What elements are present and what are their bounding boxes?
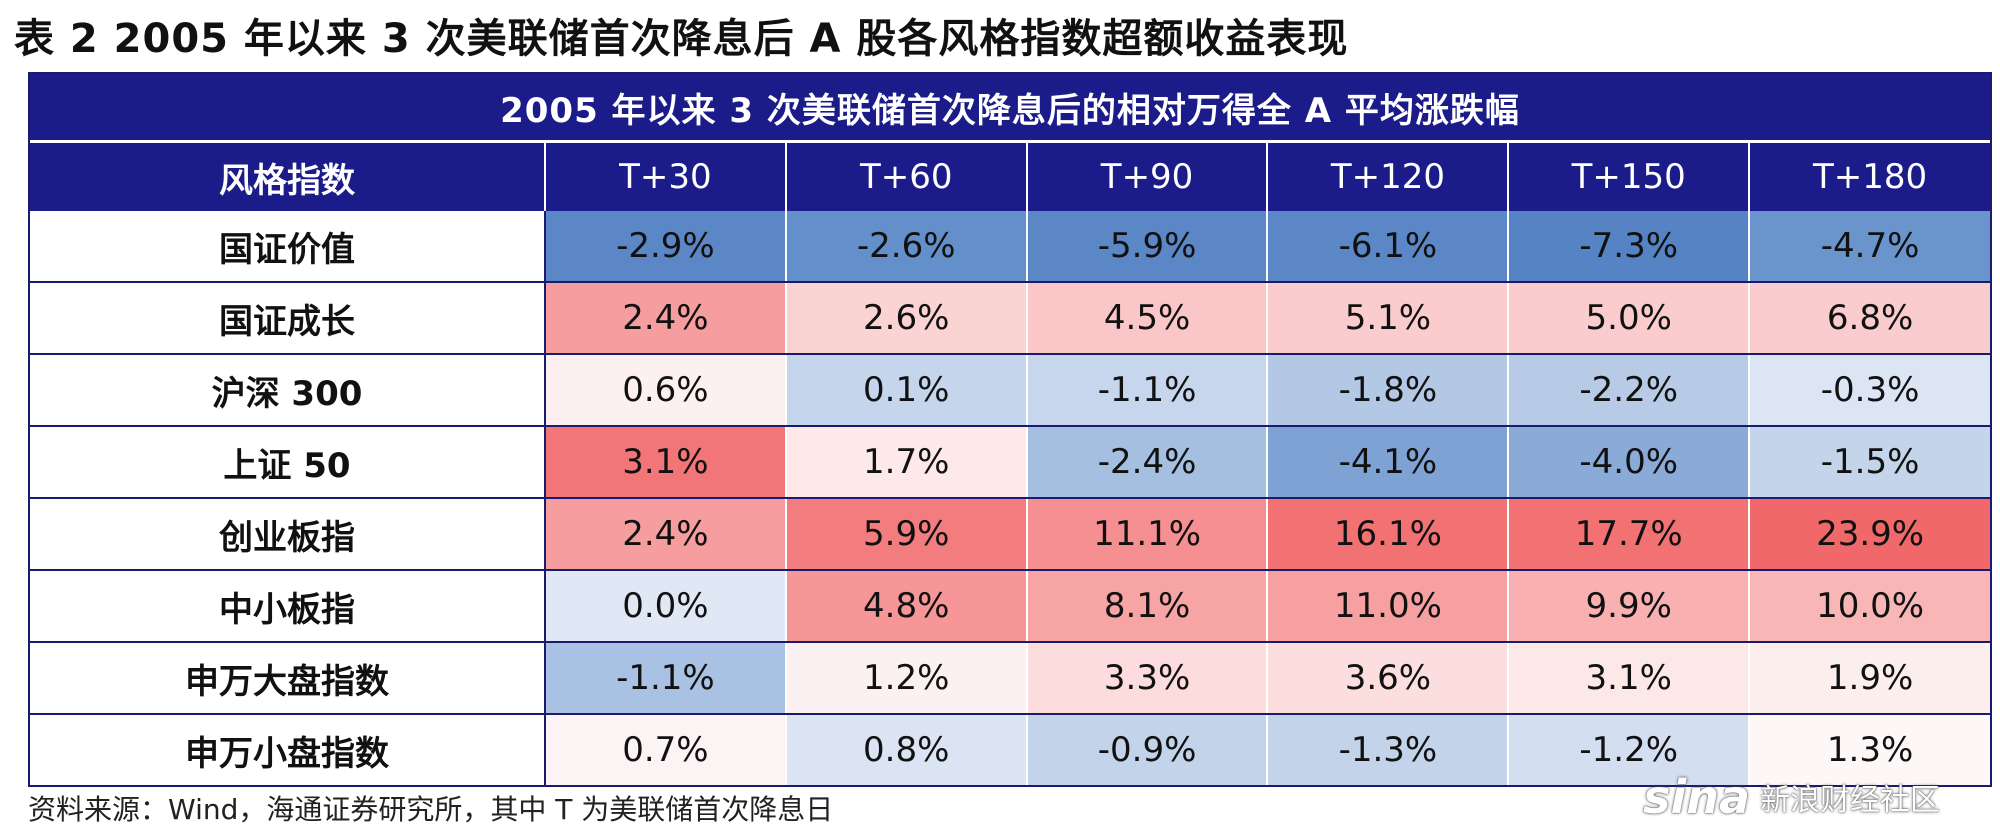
row-label: 上证 50 [30,426,546,499]
table-cell: -2.4% [1026,426,1269,499]
sina-logo: sina [1643,770,1750,824]
table-cell: -1.8% [1267,354,1510,427]
row-label: 沪深 300 [30,354,546,427]
table-banner: 2005 年以来 3 次美联储首次降息后的相对万得全 A 平均涨跌幅 [30,74,1990,143]
table-cell: 3.1% [545,426,787,499]
table-header-row: 风格指数 T+30 T+60 T+90 T+120 T+150 T+180 [30,141,1990,211]
table-cell: 6.8% [1749,282,1990,355]
table-cell: -0.9% [1026,714,1269,785]
returns-table-container: 2005 年以来 3 次美联储首次降息后的相对万得全 A 平均涨跌幅 风格指数 T… [28,72,1992,787]
table-cell: 17.7% [1508,498,1751,571]
table-cell: 3.6% [1267,642,1510,715]
header-style-index: 风格指数 [30,141,546,211]
table-cell: -1.5% [1749,426,1990,499]
table-cell: -2.9% [545,211,787,283]
table-row: 沪深 300 0.6% 0.1% -1.1% -1.8% -2.2% -0.3% [30,354,1990,427]
table-row: 国证价值 -2.9% -2.6% -5.9% -6.1% -7.3% -4.7% [30,211,1990,283]
table-cell: -2.6% [785,211,1028,283]
table-row: 申万大盘指数 -1.1% 1.2% 3.3% 3.6% 3.1% 1.9% [30,642,1990,715]
row-label: 国证成长 [30,282,546,355]
table-cell: 2.4% [545,282,787,355]
table-cell: 5.1% [1267,282,1510,355]
table-cell: 0.0% [545,570,787,643]
table-cell: 5.0% [1508,282,1751,355]
table-cell: 4.8% [785,570,1028,643]
table-cell: 0.6% [545,354,787,427]
header-tplus180: T+180 [1749,141,1990,211]
row-label: 创业板指 [30,498,546,571]
table-cell: 3.3% [1026,642,1269,715]
table-cell: -5.9% [1026,211,1269,283]
table-cell: 0.8% [785,714,1028,785]
table-cell: -4.1% [1267,426,1510,499]
header-tplus120: T+120 [1267,141,1510,211]
table-cell: 3.1% [1508,642,1751,715]
table-cell: -6.1% [1267,211,1510,283]
table-cell: 16.1% [1267,498,1510,571]
table-cell: -7.3% [1508,211,1751,283]
document-title: 表 2 2005 年以来 3 次美联储首次降息后 A 股各风格指数超额收益表现 [14,16,1349,62]
table-cell: -4.0% [1508,426,1751,499]
watermark-text: 新浪财经社区 [1760,783,1940,818]
watermark: sina 新浪财经社区 [1643,770,1940,824]
table-row: 国证成长 2.4% 2.6% 4.5% 5.1% 5.0% 6.8% [30,282,1990,355]
table-cell: 11.0% [1267,570,1510,643]
table-row: 中小板指 0.0% 4.8% 8.1% 11.0% 9.9% 10.0% [30,570,1990,643]
row-label: 国证价值 [30,211,546,283]
table-cell: 5.9% [785,498,1028,571]
table-cell: 1.2% [785,642,1028,715]
table-cell: -4.7% [1749,211,1990,283]
table-cell: 0.7% [545,714,787,785]
row-label: 申万大盘指数 [30,642,546,715]
header-tplus150: T+150 [1508,141,1751,211]
row-label: 申万小盘指数 [30,714,546,785]
table-cell: -1.1% [545,642,787,715]
table-cell: 11.1% [1026,498,1269,571]
table-cell: 1.3% [1749,714,1990,785]
table-cell: 10.0% [1749,570,1990,643]
header-tplus90: T+90 [1026,141,1269,211]
source-note: 资料来源：Wind，海通证券研究所，其中 T 为美联储首次降息日 [28,793,834,826]
table-cell: 8.1% [1026,570,1269,643]
returns-table: 2005 年以来 3 次美联储首次降息后的相对万得全 A 平均涨跌幅 风格指数 T… [30,74,1990,785]
table-cell: -1.1% [1026,354,1269,427]
row-label: 中小板指 [30,570,546,643]
table-cell: -0.3% [1749,354,1990,427]
table-cell: 4.5% [1026,282,1269,355]
table-row: 申万小盘指数 0.7% 0.8% -0.9% -1.3% -1.2% 1.3% [30,714,1990,785]
table-cell: 2.6% [785,282,1028,355]
table-cell: -2.2% [1508,354,1751,427]
table-body: 国证价值 -2.9% -2.6% -5.9% -6.1% -7.3% -4.7% 国证成长 2.… [30,211,1990,785]
table-row: 上证 50 3.1% 1.7% -2.4% -4.1% -4.0% -1.5% [30,426,1990,499]
table-cell: -1.3% [1267,714,1510,785]
table-cell: 2.4% [545,498,787,571]
table-cell: 1.7% [785,426,1028,499]
table-row: 创业板指 2.4% 5.9% 11.1% 16.1% 17.7% 23.9% [30,498,1990,571]
header-tplus60: T+60 [785,141,1028,211]
header-tplus30: T+30 [545,141,787,211]
table-cell: 1.9% [1749,642,1990,715]
table-cell: -1.2% [1508,714,1751,785]
table-cell: 23.9% [1749,498,1990,571]
table-cell: 0.1% [785,354,1028,427]
table-cell: 9.9% [1508,570,1751,643]
